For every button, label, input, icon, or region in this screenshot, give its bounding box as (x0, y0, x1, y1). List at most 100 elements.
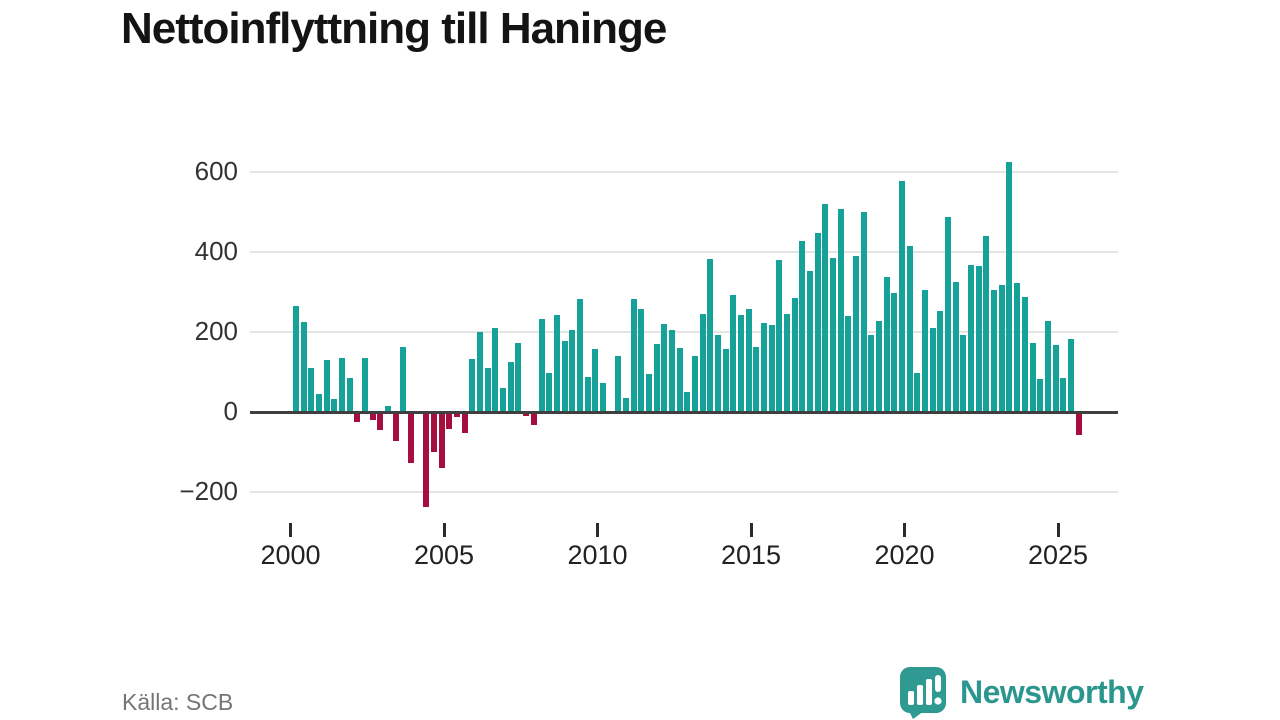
bar-positive (691, 356, 698, 412)
bar-positive (991, 290, 998, 412)
x-tick-label: 2000 (260, 540, 321, 570)
y-tick-label: 400 (194, 236, 238, 266)
bar-positive (661, 324, 668, 412)
bar-positive (1029, 342, 1036, 412)
bar-positive (937, 310, 944, 412)
bar-positive (576, 298, 583, 412)
bar-negative (1075, 412, 1082, 436)
bar-chart-plot-area (250, 150, 1118, 530)
bar-positive (807, 270, 814, 412)
bar-positive (622, 398, 629, 412)
bar-negative (423, 412, 430, 508)
bar-positive (630, 298, 637, 412)
bar-positive (737, 315, 744, 412)
bar-positive (860, 212, 867, 412)
bar-positive (553, 315, 560, 412)
bar-positive (975, 266, 982, 412)
bar-positive (492, 327, 499, 412)
x-tick-mark (903, 523, 906, 537)
brand-logo: Newsworthy (898, 664, 1144, 720)
bar-positive (615, 356, 622, 412)
bar-positive (400, 347, 407, 412)
bar-positive (469, 359, 476, 412)
source-credit: Källa: SCB (122, 689, 234, 715)
bar-positive (323, 360, 330, 412)
brand-name: Newsworthy (960, 673, 1144, 710)
bar-positive (899, 180, 906, 412)
x-tick-label: 2025 (1027, 540, 1089, 570)
bar-negative (438, 412, 445, 468)
bar-negative (408, 412, 415, 464)
bar-positive (830, 257, 837, 412)
x-tick-label: 2015 (720, 540, 782, 570)
x-tick-label: 2010 (567, 540, 628, 570)
bar-positive (960, 334, 967, 412)
bar-positive (914, 372, 921, 412)
bar-positive (599, 383, 606, 412)
gridline (250, 331, 1118, 333)
bar-positive (822, 204, 829, 412)
bar-positive (538, 318, 545, 412)
bar-positive (707, 258, 714, 412)
x-tick-mark (596, 523, 599, 537)
bar-positive (1014, 283, 1021, 412)
bar-negative (530, 412, 537, 426)
bar-positive (906, 246, 913, 412)
bar-positive (645, 373, 652, 412)
y-tick-label: −200 (179, 476, 238, 506)
bar-positive (1044, 321, 1051, 412)
bar-positive (653, 344, 660, 412)
bar-positive (753, 346, 760, 412)
bar-positive (922, 290, 929, 412)
bar-positive (853, 256, 860, 412)
bar-positive (668, 330, 675, 412)
bar-positive (814, 232, 821, 412)
x-tick-label: 2005 (413, 540, 475, 570)
bar-negative (461, 412, 468, 433)
page-title: Nettoinflyttning till Haninge (121, 4, 667, 53)
bar-positive (891, 292, 898, 412)
bar-positive (983, 236, 990, 412)
bar-positive (776, 260, 783, 412)
bar-positive (730, 294, 737, 412)
bar-positive (1060, 377, 1067, 412)
bar-positive (876, 321, 883, 412)
bar-positive (929, 328, 936, 412)
bar-positive (1021, 296, 1028, 412)
x-tick-mark (289, 523, 292, 537)
bar-positive (868, 334, 875, 412)
bar-positive (515, 343, 522, 412)
y-tick-label: 200 (194, 316, 238, 346)
bar-positive (791, 298, 798, 412)
bar-positive (1052, 345, 1059, 412)
bar-positive (385, 406, 392, 412)
y-tick-label: 600 (194, 156, 238, 186)
bar-positive (676, 348, 683, 412)
gridline (250, 251, 1118, 253)
bar-positive (346, 378, 353, 412)
bar-positive (638, 309, 645, 412)
bar-positive (784, 313, 790, 412)
bar-positive (1006, 162, 1013, 412)
bar-positive (760, 322, 767, 412)
bar-positive (883, 276, 890, 412)
bar-negative (431, 412, 438, 452)
bar-positive (745, 308, 752, 412)
bar-positive (569, 330, 576, 412)
gridline (250, 171, 1118, 173)
bar-positive (477, 332, 484, 412)
bar-positive (500, 387, 507, 412)
zero-axis-line (250, 410, 1118, 414)
x-tick-mark (442, 523, 446, 537)
bar-positive (799, 240, 806, 412)
bar-positive (331, 399, 338, 412)
bar-positive (1037, 378, 1044, 412)
bar-positive (339, 357, 346, 412)
bar-positive (945, 216, 952, 412)
bar-positive (507, 361, 514, 412)
bar-positive (1067, 338, 1074, 412)
bar-positive (316, 393, 323, 412)
bar-negative (446, 412, 453, 429)
bar-positive (546, 372, 553, 412)
bar-positive (952, 282, 959, 412)
